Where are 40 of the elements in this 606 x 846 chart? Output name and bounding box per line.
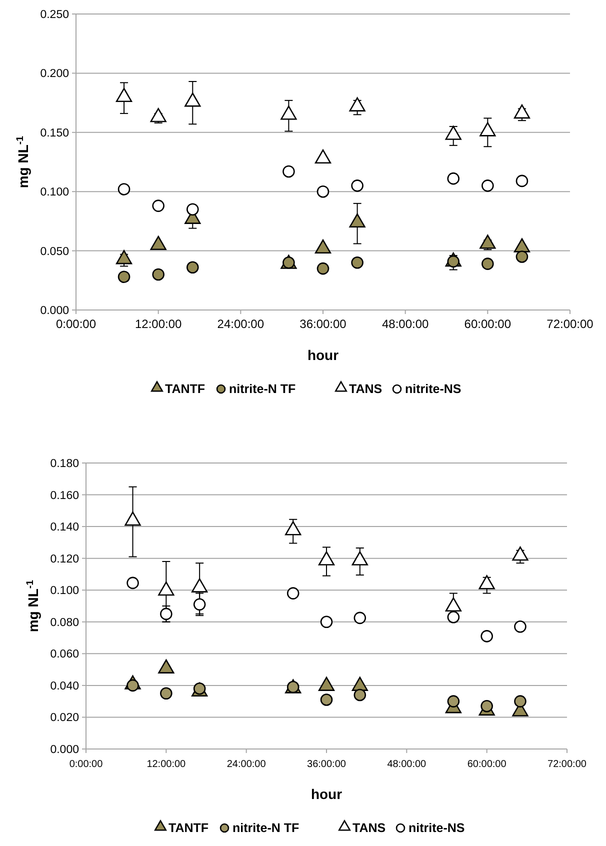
y-tick-label: 0.050 — [40, 246, 69, 258]
legend-label: TANTF — [168, 821, 209, 835]
y-tick-label: 0.140 — [50, 522, 79, 534]
x-tick-label: 48:00:00 — [382, 317, 430, 331]
x-tick-label: 12:00:00 — [134, 317, 182, 331]
x-axis-title: hour — [310, 786, 343, 802]
y-tick-label: 0.180 — [50, 458, 79, 470]
legend-label: nitrite-NS — [408, 821, 465, 835]
x-tick-label: 72:00:00 — [548, 759, 587, 770]
y-tick-label: 0.120 — [50, 553, 79, 566]
x-tick-label: 36:00:00 — [300, 317, 347, 331]
x-tick-label: 72:00:00 — [546, 317, 594, 331]
x-tick-label: 48:00:00 — [387, 759, 427, 770]
y-tick-label: 0.040 — [50, 680, 79, 692]
y-tick-label: 0.020 — [50, 712, 79, 724]
x-tick-label: 36:00:00 — [307, 759, 346, 770]
y-tick-label: 0.150 — [40, 127, 69, 140]
legend-label: TANS — [349, 382, 382, 396]
y-tick-label: 0.060 — [50, 648, 79, 661]
y-tick-label: 0.100 — [50, 585, 79, 598]
y-tick-label: 0.000 — [50, 744, 79, 756]
y-tick-label: 0.100 — [40, 186, 69, 199]
y-tick-label: 0.250 — [40, 9, 69, 22]
x-tick-label: 0:00:00 — [69, 759, 104, 770]
y-tick-label: 0.160 — [50, 490, 79, 502]
x-tick-label: 24:00:00 — [217, 317, 264, 331]
x-tick-label: 0:00:00 — [56, 317, 96, 331]
legend-label: nitrite-N TF — [229, 382, 296, 396]
y-tick-label: 0.080 — [50, 616, 79, 629]
legend-label: TANS — [352, 821, 386, 835]
x-tick-label: 60:00:00 — [467, 759, 507, 770]
legend-label: TANTF — [165, 382, 206, 396]
x-tick-label: 12:00:00 — [146, 759, 186, 770]
x-tick-label: 60:00:00 — [464, 317, 512, 331]
legend-label: nitrite-N TF — [232, 821, 300, 835]
x-tick-label: 24:00:00 — [226, 759, 266, 770]
legend-label: nitrite-NS — [405, 382, 462, 396]
y-tick-label: 0.000 — [40, 305, 69, 318]
y-tick-label: 0.200 — [40, 68, 69, 80]
x-axis-title: hour — [307, 347, 340, 363]
